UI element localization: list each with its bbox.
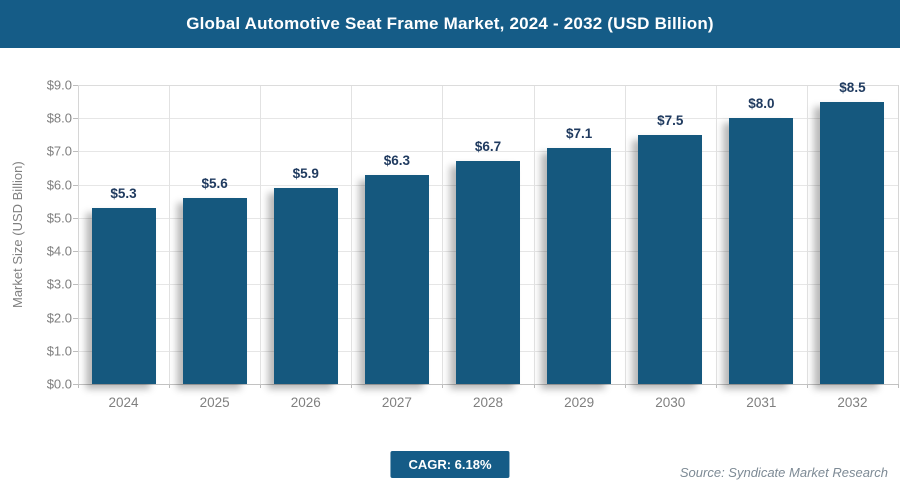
y-tick-label: $4.0 [46, 243, 72, 259]
y-axis-tick [73, 317, 78, 319]
x-tick-label: 2024 [108, 395, 139, 410]
x-axis-tick [169, 384, 171, 388]
y-axis-tick [73, 184, 78, 186]
bar-2028 [456, 161, 520, 384]
v-gridline [169, 85, 171, 384]
y-tick-label: $2.0 [46, 310, 72, 326]
x-tick-label: 2030 [655, 395, 686, 410]
v-gridline [715, 85, 717, 384]
y-tick-label: $9.0 [46, 77, 72, 93]
y-axis-tick [73, 384, 78, 385]
y-axis-tick [73, 251, 78, 253]
cagr-badge: CAGR: 6.18% [390, 451, 510, 478]
x-tick-label: 2025 [199, 395, 230, 410]
bar-value-label: $8.0 [748, 96, 775, 112]
y-axis-tick [73, 118, 78, 120]
bar-value-label: $6.7 [474, 139, 502, 155]
y-tick-label: $3.0 [46, 276, 72, 292]
bar-2032 [820, 101, 885, 384]
y-axis-tick [73, 85, 78, 86]
x-axis-tick [78, 384, 79, 388]
y-tick-label: $0.0 [46, 376, 72, 392]
x-tick-label: 2028 [472, 395, 504, 410]
v-gridline [533, 85, 535, 384]
x-axis-tick [260, 384, 262, 388]
bar-2025 [182, 197, 247, 384]
chart-title: Global Automotive Seat Frame Market, 202… [186, 14, 714, 33]
plot-border-top [78, 85, 898, 86]
bar-value-label: $8.5 [839, 79, 866, 95]
plot-border-left [78, 85, 79, 384]
x-tick-label: 2027 [381, 395, 412, 410]
x-tick-label: 2032 [837, 395, 868, 410]
bar-value-label: $5.3 [110, 185, 137, 201]
bar-2024 [91, 207, 156, 384]
bar-value-label: $6.3 [383, 152, 411, 168]
v-gridline [442, 85, 444, 384]
plot-border-right [898, 85, 899, 384]
bar-value-label: $5.6 [201, 175, 228, 191]
x-axis-tick [898, 384, 899, 388]
y-axis-tick [73, 284, 78, 286]
bar-2029 [547, 148, 612, 384]
y-tick-label: $6.0 [46, 177, 72, 193]
bar-2026 [273, 187, 338, 384]
x-axis-line [78, 384, 898, 385]
x-axis-tick [715, 384, 717, 388]
v-gridline [351, 85, 353, 384]
x-axis-tick [806, 384, 808, 388]
title-banner: Global Automotive Seat Frame Market, 202… [0, 0, 900, 48]
h-gridline [78, 118, 898, 120]
v-gridline [260, 85, 262, 384]
y-axis-tick [73, 217, 78, 219]
v-gridline [806, 85, 808, 384]
h-gridline [78, 151, 898, 153]
bar-2030 [638, 134, 703, 384]
x-axis-tick [533, 384, 535, 388]
x-axis-tick [351, 384, 353, 388]
x-tick-label: 2031 [746, 395, 777, 410]
bar-value-label: $5.9 [292, 165, 319, 181]
y-tick-label: $5.0 [46, 210, 72, 226]
bar-value-label: $7.1 [565, 126, 593, 142]
x-axis-tick [624, 384, 626, 388]
y-tick-label: $7.0 [46, 143, 72, 159]
x-axis-tick [442, 384, 444, 388]
bar-2031 [729, 118, 794, 384]
y-tick-label: $1.0 [46, 343, 72, 359]
v-gridline [624, 85, 626, 384]
x-tick-label: 2026 [290, 395, 321, 410]
y-tick-label: $8.0 [46, 110, 72, 126]
bar-2027 [364, 174, 429, 384]
x-tick-label: 2029 [564, 395, 595, 410]
source-note: Source: Syndicate Market Research [679, 465, 888, 480]
bar-value-label: $7.5 [657, 112, 684, 128]
y-axis-tick [73, 350, 78, 352]
y-axis-tick [73, 151, 78, 153]
